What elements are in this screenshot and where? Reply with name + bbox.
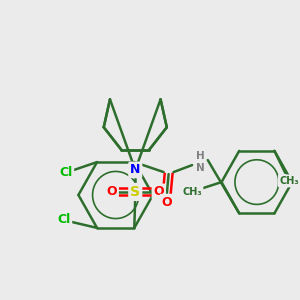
Text: Cl: Cl [57,213,70,226]
Text: O: O [154,185,164,198]
Text: H
N: H N [196,151,204,173]
Text: S: S [130,185,140,199]
Text: O: O [106,185,117,198]
Text: CH₃: CH₃ [182,187,202,197]
Text: CH₃: CH₃ [279,176,299,186]
Text: Cl: Cl [59,166,72,178]
Text: N: N [130,164,140,176]
Text: O: O [161,196,172,208]
